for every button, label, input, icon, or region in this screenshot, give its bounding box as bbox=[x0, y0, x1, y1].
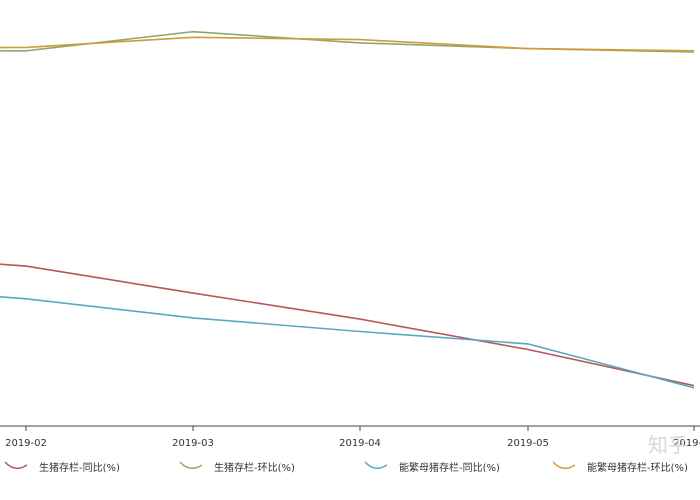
legend-swatch bbox=[179, 461, 203, 470]
legend-item-4: 能繁母猪存栏-环比(%) bbox=[552, 461, 688, 474]
x-tick-label: 2019-05 bbox=[507, 438, 549, 449]
data-point-s4-2019-02 bbox=[25, 46, 27, 48]
x-tick-label: 2019-03 bbox=[172, 438, 214, 449]
series-line-4 bbox=[0, 36, 695, 52]
data-point-s4-2019-05 bbox=[527, 47, 529, 49]
x-tick-label: 2019-06 bbox=[673, 438, 700, 449]
data-point-s4-2019-04 bbox=[359, 38, 361, 40]
legend: 生猪存栏-同比(%) 生猪存栏-环比(%) 能繁母猪存栏-同比(%) 能繁母猪存栏-环… bbox=[4, 461, 688, 474]
legend-swatch bbox=[4, 461, 28, 470]
legend-swatch bbox=[552, 461, 576, 470]
legend-label: 生猪存栏-环比(%) bbox=[214, 461, 295, 474]
data-point-s1-2019-06 bbox=[693, 384, 695, 386]
x-tick-label: 2019-02 bbox=[5, 438, 47, 449]
watermark-text: 知乎 bbox=[648, 433, 688, 457]
legend-item-2: 生猪存栏-环比(%) bbox=[179, 461, 295, 474]
data-point-s4-2019-06 bbox=[693, 50, 695, 52]
data-point-s1-2019-03 bbox=[192, 292, 194, 294]
data-point-s4-2019-03 bbox=[192, 36, 194, 38]
series-line-3 bbox=[0, 296, 695, 389]
data-point-s2-2019-04 bbox=[359, 42, 361, 44]
legend-label: 生猪存栏-同比(%) bbox=[39, 461, 120, 474]
data-point-s3-2019-06 bbox=[693, 387, 695, 389]
legend-item-3: 能繁母猪存栏-同比(%) bbox=[364, 461, 500, 474]
data-point-s1-2019-05 bbox=[527, 348, 529, 350]
data-point-s1-2019-04 bbox=[359, 318, 361, 320]
x-axis: 2019-02 2019-03 2019-04 2019-05 2019-06 bbox=[0, 425, 700, 449]
x-tick-label: 2019-04 bbox=[339, 438, 381, 449]
plot-area bbox=[0, 30, 695, 389]
data-point-s2-2019-03 bbox=[192, 31, 194, 33]
legend-label: 能繁母猪存栏-同比(%) bbox=[399, 461, 500, 474]
data-point-s3-2019-05 bbox=[527, 343, 529, 345]
data-point-s3-2019-04 bbox=[359, 330, 361, 332]
legend-label: 能繁母猪存栏-环比(%) bbox=[587, 461, 688, 474]
data-point-s3-2019-03 bbox=[192, 317, 194, 319]
data-point-s1-2019-02 bbox=[25, 265, 27, 267]
legend-item-1: 生猪存栏-同比(%) bbox=[4, 461, 120, 474]
series-line-1 bbox=[0, 263, 695, 387]
legend-swatch bbox=[364, 461, 388, 470]
data-point-s2-2019-02 bbox=[25, 50, 27, 52]
data-point-s3-2019-02 bbox=[25, 298, 27, 300]
